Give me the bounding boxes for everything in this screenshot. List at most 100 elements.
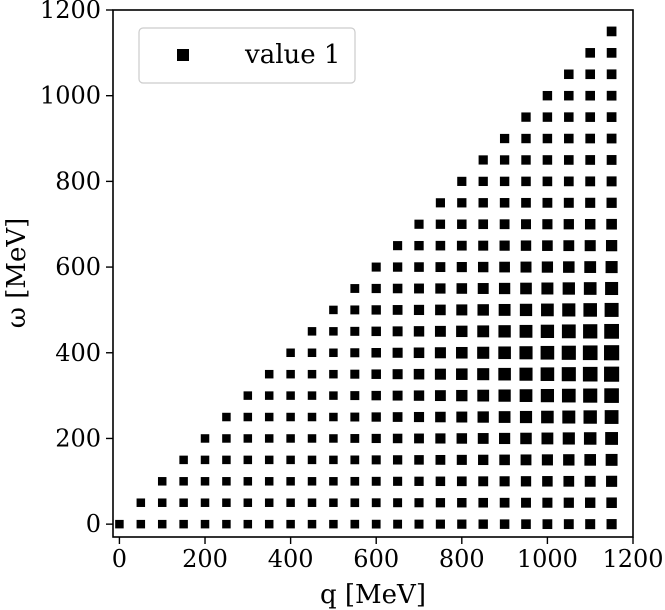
data-point xyxy=(585,519,596,530)
data-point xyxy=(478,454,489,466)
data-point xyxy=(392,347,403,358)
y-axis-ticks: 0 200 400 600 800 1000 1200 xyxy=(40,0,113,538)
data-point xyxy=(371,498,381,508)
data-point xyxy=(222,498,231,507)
data-point xyxy=(456,325,468,338)
data-point xyxy=(350,476,360,486)
data-point xyxy=(329,412,338,422)
data-point xyxy=(286,412,295,422)
x-axis-ticks: 0 200 400 600 800 1000 1200 xyxy=(112,537,664,573)
data-point xyxy=(561,345,576,360)
data-point xyxy=(477,325,490,338)
data-point xyxy=(477,411,489,423)
data-point xyxy=(498,411,511,423)
data-point xyxy=(456,433,468,444)
data-point xyxy=(606,26,617,37)
data-point xyxy=(563,454,575,466)
data-point xyxy=(498,389,511,402)
data-point xyxy=(583,282,597,295)
data-point xyxy=(435,304,446,316)
data-point xyxy=(542,476,553,487)
data-point xyxy=(563,475,575,487)
y-tick-label: 400 xyxy=(55,339,101,367)
data-point xyxy=(478,497,488,508)
x-tick-label: 1200 xyxy=(602,545,663,573)
data-point xyxy=(393,498,403,508)
data-point xyxy=(521,155,531,165)
data-point xyxy=(371,369,381,379)
data-point xyxy=(541,410,554,424)
data-point xyxy=(584,454,597,466)
data-point xyxy=(115,519,124,529)
data-point xyxy=(519,324,533,338)
data-point xyxy=(478,198,488,208)
data-point xyxy=(477,261,489,273)
data-point xyxy=(414,240,424,251)
data-point xyxy=(179,477,188,486)
data-point xyxy=(498,367,511,381)
data-point xyxy=(520,476,532,487)
data-point xyxy=(457,498,467,508)
data-point xyxy=(413,326,425,337)
data-point xyxy=(350,434,360,443)
data-point xyxy=(561,367,576,382)
data-point xyxy=(583,410,597,424)
data-point xyxy=(519,367,533,381)
data-point xyxy=(264,477,274,486)
data-point xyxy=(542,176,553,187)
data-point xyxy=(413,390,425,401)
data-point xyxy=(478,176,488,187)
data-point xyxy=(605,453,618,466)
data-point xyxy=(499,497,510,508)
data-point xyxy=(521,497,531,508)
data-point xyxy=(606,176,617,187)
data-point xyxy=(541,261,554,273)
legend: value 1 xyxy=(138,27,356,84)
data-point xyxy=(157,498,167,507)
data-point xyxy=(583,303,597,317)
data-point xyxy=(564,133,574,144)
data-point xyxy=(329,455,338,465)
data-point xyxy=(435,198,445,208)
data-point xyxy=(434,347,446,359)
data-point xyxy=(606,69,617,80)
x-tick-label: 200 xyxy=(182,545,228,573)
data-point xyxy=(583,324,598,339)
data-point xyxy=(498,346,511,360)
data-point xyxy=(477,304,489,316)
data-point xyxy=(583,432,597,445)
data-point xyxy=(286,348,295,358)
data-point xyxy=(606,48,617,58)
data-point xyxy=(584,218,596,230)
data-point xyxy=(584,261,597,273)
data-point xyxy=(542,519,553,530)
data-point xyxy=(606,519,617,530)
data-point xyxy=(478,219,489,230)
y-axis-label: ω [MeV] xyxy=(2,218,32,329)
data-point xyxy=(329,369,338,379)
data-point xyxy=(200,455,210,465)
data-point xyxy=(264,519,274,529)
data-point xyxy=(606,155,617,165)
data-point xyxy=(498,325,511,338)
data-point xyxy=(243,477,253,486)
data-point xyxy=(499,176,510,187)
x-axis-label: q [MeV] xyxy=(320,580,426,610)
data-point xyxy=(520,454,532,466)
data-point xyxy=(499,454,510,466)
data-point xyxy=(604,366,620,382)
data-point xyxy=(371,519,381,529)
data-point xyxy=(542,90,553,101)
data-point xyxy=(605,432,619,445)
data-point xyxy=(542,133,553,144)
data-point xyxy=(521,519,531,529)
data-point xyxy=(286,498,295,507)
data-point xyxy=(329,305,338,315)
data-point xyxy=(350,326,360,336)
data-point xyxy=(393,476,403,486)
data-point xyxy=(562,410,576,424)
data-point xyxy=(584,475,596,487)
data-point xyxy=(307,327,317,336)
data-point xyxy=(350,284,360,293)
data-point xyxy=(561,388,576,403)
